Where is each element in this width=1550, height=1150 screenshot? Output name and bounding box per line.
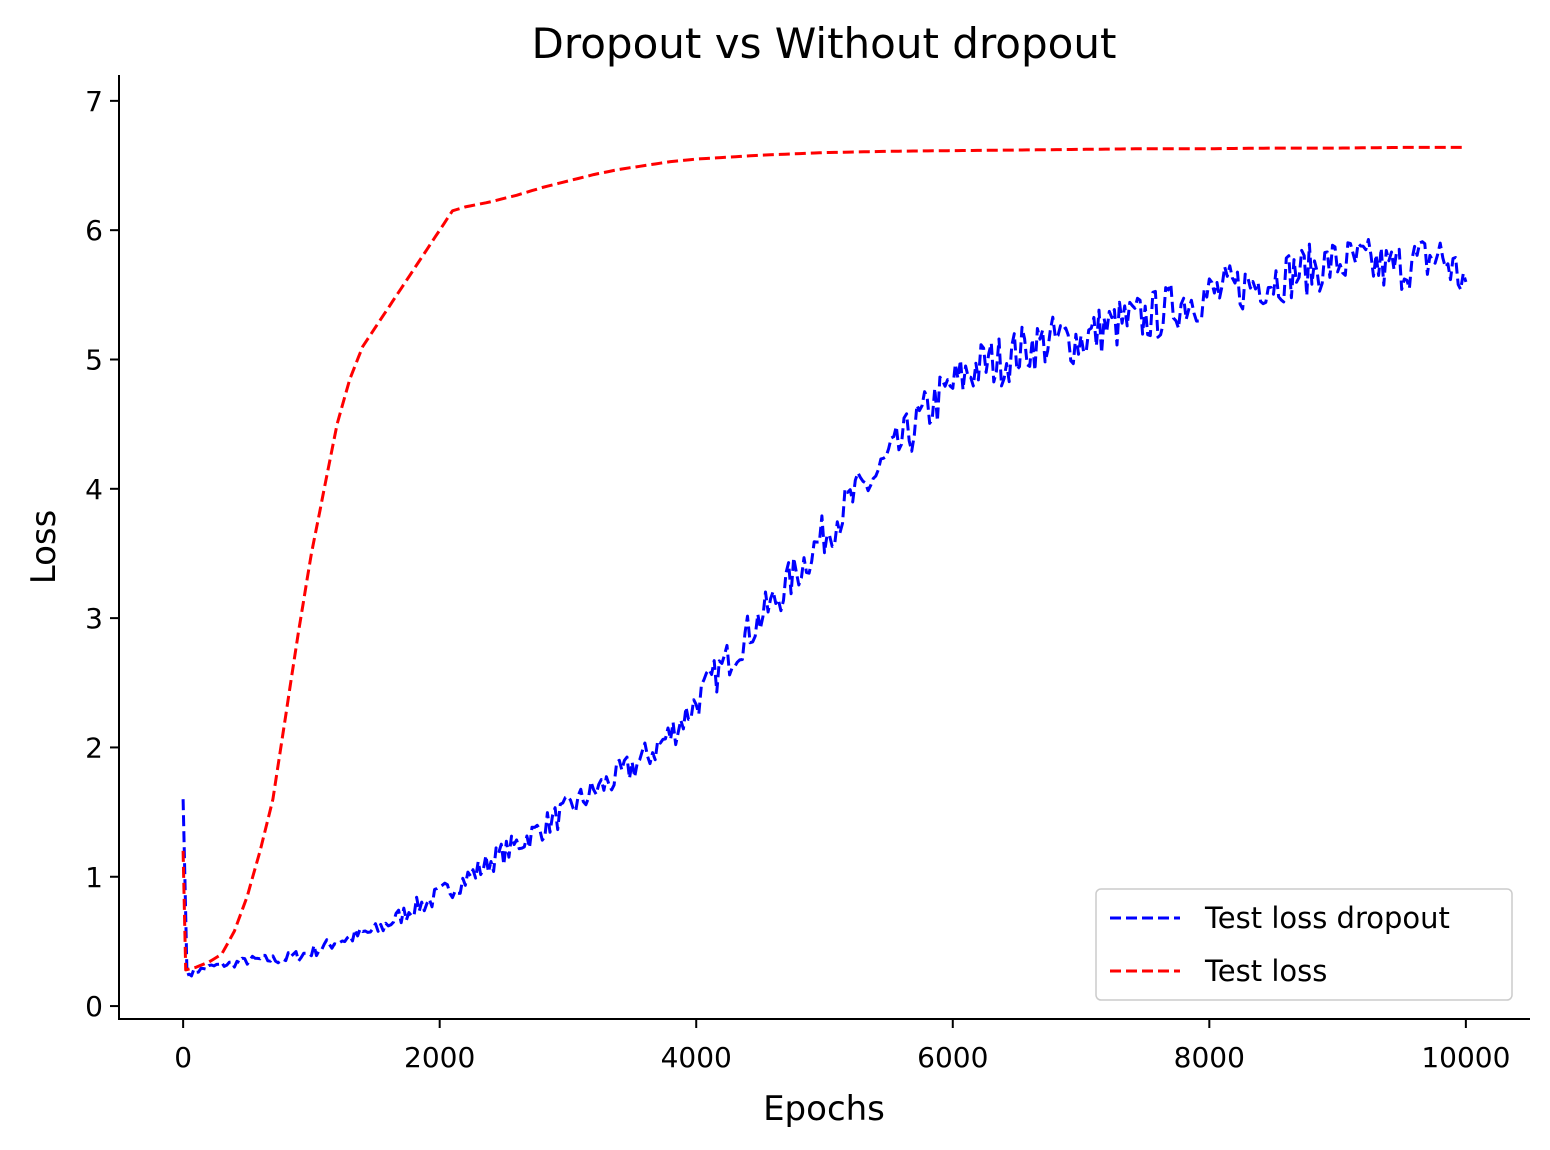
legend-frame <box>1095 888 1513 1001</box>
y-ticks: 0 1 2 3 4 5 6 7 <box>85 85 119 1023</box>
y-tick-label: 1 <box>85 861 103 894</box>
x-axis-title: Epochs <box>763 1089 885 1129</box>
series-line-test-loss <box>181 145 1466 972</box>
legend-label: Test loss dropout <box>1204 901 1450 935</box>
legend: Test loss dropout Test loss <box>1095 888 1513 1001</box>
y-tick-label: 6 <box>85 214 103 247</box>
x-tick-label: 4000 <box>661 1041 732 1074</box>
series-line-test-loss-dropout <box>181 238 1468 978</box>
y-tick-label: 7 <box>85 85 103 118</box>
axes <box>118 75 1530 1020</box>
x-tick-label: 0 <box>174 1041 192 1074</box>
legend-label: Test loss <box>1204 954 1327 988</box>
y-axis-title: Loss <box>24 510 64 585</box>
x-tick-label: 2000 <box>404 1041 475 1074</box>
y-tick-label: 5 <box>85 343 103 376</box>
chart-title: Dropout vs Without dropout <box>532 19 1117 68</box>
x-ticks: 0 2000 4000 6000 8000 10000 <box>174 1019 1510 1074</box>
y-tick-label: 3 <box>85 602 103 635</box>
x-tick-label: 8000 <box>1174 1041 1245 1074</box>
y-tick-label: 4 <box>85 473 103 506</box>
x-tick-label: 6000 <box>917 1041 988 1074</box>
y-tick-label: 0 <box>85 990 103 1023</box>
plot-area <box>181 145 1468 978</box>
x-tick-label: 10000 <box>1421 1041 1510 1074</box>
y-tick-label: 2 <box>85 731 103 764</box>
